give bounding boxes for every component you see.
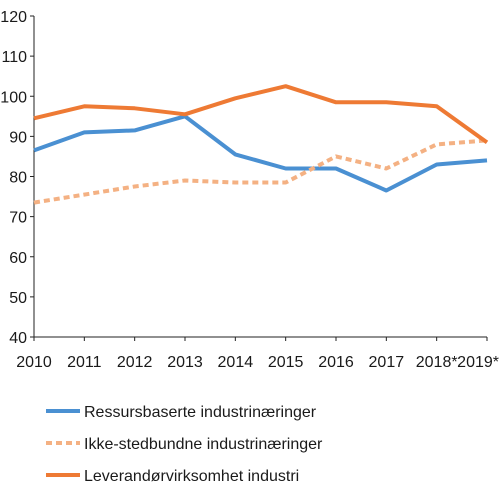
axes [30, 15, 488, 341]
y-tick-label: 110 [1, 49, 27, 66]
x-tick-label: 2010 [16, 354, 52, 371]
x-tick-label: 2019* [457, 354, 499, 371]
y-tick-labels: 40 50 60 70 80 90 100 110 120 [0, 9, 27, 347]
x-tick-label: 2017 [369, 354, 405, 371]
x-tick-label: 2014 [218, 354, 254, 371]
y-tick-label: 80 [9, 170, 27, 187]
x-tick-label: 2012 [117, 354, 153, 371]
x-tick-label: 2011 [67, 354, 102, 371]
y-tick-label: 40 [9, 330, 27, 347]
y-tick-label: 120 [0, 9, 27, 26]
x-tick-label: 2018* [416, 354, 458, 371]
x-tick-label: 2015 [268, 354, 304, 371]
y-tick-label: 70 [9, 210, 27, 227]
y-tick-label: 50 [9, 290, 27, 307]
legend-label-3: Leverandørvirksomhet industri [84, 468, 299, 485]
series-lines [33, 84, 489, 205]
y-tick-label: 90 [9, 129, 27, 146]
legend-label-1: Ressursbaserte industrinæringer [84, 404, 317, 421]
legend-label-2: Ikke-stedbundne industrinæringer [84, 436, 323, 453]
x-tick-label: 2016 [318, 354, 354, 371]
y-tick-label: 60 [9, 250, 27, 267]
y-tick-label: 100 [0, 89, 27, 106]
x-tick-labels: 2010 2011 2012 2013 2014 2015 2016 2017 2018* 201… [16, 354, 499, 371]
legend: Ressursbaserte industrinæringer Ikke-sted… [46, 404, 323, 485]
x-tick-label: 2013 [167, 354, 203, 371]
series-line-1 [33, 114, 488, 193]
series-line-3 [33, 84, 489, 145]
